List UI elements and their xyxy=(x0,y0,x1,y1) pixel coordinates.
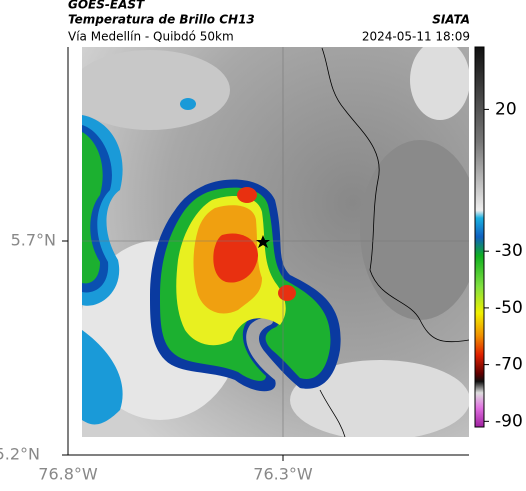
lat-label: 5.2°N xyxy=(0,445,40,464)
location: Vía Medellín - Quibdó 50km xyxy=(68,30,234,44)
subtitle: Temperatura de Brillo CH13 xyxy=(68,13,255,27)
colorbar-tick-label: -90 xyxy=(495,411,523,431)
colorbar-tick-label: 20 xyxy=(495,99,517,119)
title: GOES-EAST xyxy=(68,0,145,12)
datetime: 2024-05-11 18:09 xyxy=(362,30,470,44)
colorbar-tick-label: -70 xyxy=(495,355,523,375)
satellite-image xyxy=(82,47,469,437)
colorbar-tick-label: -50 xyxy=(495,298,523,318)
lon-label: 76.3°W xyxy=(253,465,313,484)
colorbar xyxy=(474,46,485,428)
lat-label: 5.7°N xyxy=(11,231,56,250)
source: SIATA xyxy=(432,13,470,27)
colorbar-tick-label: -30 xyxy=(495,241,523,261)
lon-label: 76.8°W xyxy=(38,465,98,484)
